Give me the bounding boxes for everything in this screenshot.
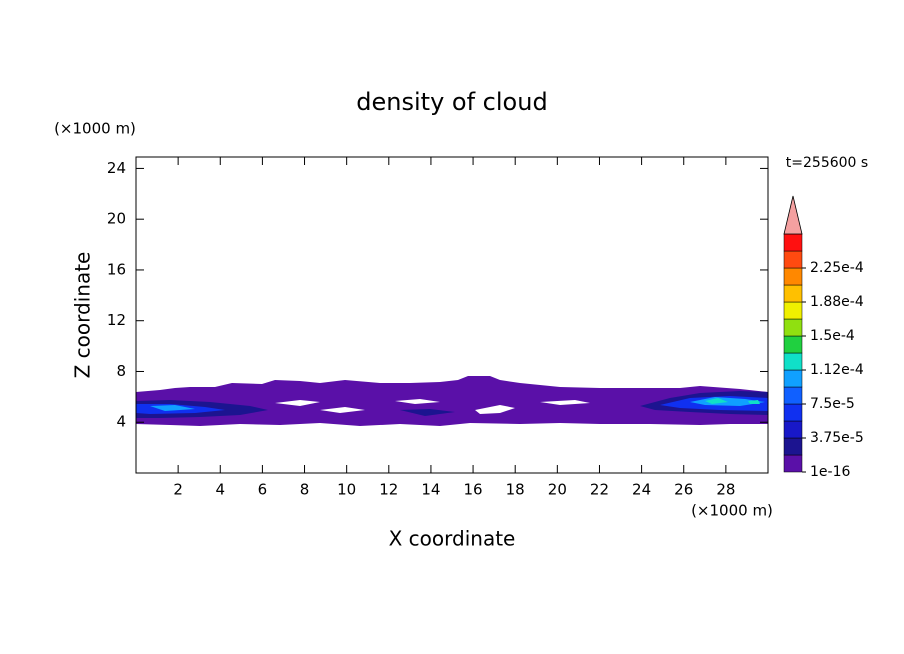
colorbar-label: 3.75e-5: [810, 430, 864, 446]
y-tick-label: 20: [107, 210, 126, 228]
colorbar-label: 1.88e-4: [810, 294, 864, 310]
x-tick-label: 24: [632, 481, 651, 499]
x-unit: (×1000 m): [691, 502, 773, 520]
x-tick-label: 10: [337, 481, 356, 499]
contour-fill: [136, 396, 768, 414]
colorbar-extend: [783, 195, 803, 235]
y-tick-label: 8: [116, 362, 126, 380]
colorbar-bin: [783, 420, 803, 439]
x-tick-label: 28: [716, 481, 735, 499]
x-tick-label: 12: [379, 481, 398, 499]
y-tick-label: 12: [107, 311, 126, 329]
y-tick-label: 16: [107, 260, 126, 278]
x-tick-label: 16: [464, 481, 483, 499]
contour-field: [136, 376, 768, 426]
colorbar-label: 7.5e-5: [810, 396, 855, 412]
x-tick-label: 22: [590, 481, 609, 499]
x-tick-label: 26: [674, 481, 693, 499]
x-tick-label: 4: [215, 481, 225, 499]
time-annotation: t=255600 s: [786, 155, 868, 171]
colorbar-label: 1.12e-4: [810, 362, 864, 378]
y-axis-title: Z coordinate: [71, 252, 95, 379]
colorbar-bin: [783, 284, 803, 303]
colorbar-bin: [783, 233, 803, 252]
x-tick-label: 20: [548, 481, 567, 499]
colorbar-bin: [783, 335, 803, 354]
colorbar-bin: [783, 352, 803, 371]
colorbar-label: 1e-16: [810, 464, 850, 480]
x-tick-label: 18: [506, 481, 525, 499]
contour-fill: [136, 376, 768, 426]
colorbar-label: 1.5e-4: [810, 328, 855, 344]
contour-fill: [136, 391, 768, 418]
chart-title: density of cloud: [356, 88, 547, 116]
x-tick-label: 2: [173, 481, 183, 499]
y-tick-label: 24: [107, 159, 126, 177]
colorbar-bin: [783, 403, 803, 422]
contour-fill: [705, 398, 760, 404]
colorbar-bin: [783, 267, 803, 286]
x-tick-label: 14: [421, 481, 440, 499]
x-tick-label: 8: [300, 481, 310, 499]
plot-frame: [135, 156, 769, 474]
colorbar-bin: [783, 437, 803, 456]
y-unit: (×1000 m): [54, 120, 136, 138]
colorbar-bin: [783, 250, 803, 269]
x-tick-label: 6: [258, 481, 268, 499]
colorbar-bin: [783, 318, 803, 337]
colorbar-label: 2.25e-4: [810, 260, 864, 276]
colorbar-bin: [783, 386, 803, 405]
x-axis-title: X coordinate: [389, 527, 516, 551]
colorbar-bin: [783, 301, 803, 320]
colorbar-bin: [783, 369, 803, 388]
colorbar-bin: [783, 454, 803, 473]
y-tick-label: 4: [116, 413, 126, 431]
contour-gap: [275, 399, 590, 414]
